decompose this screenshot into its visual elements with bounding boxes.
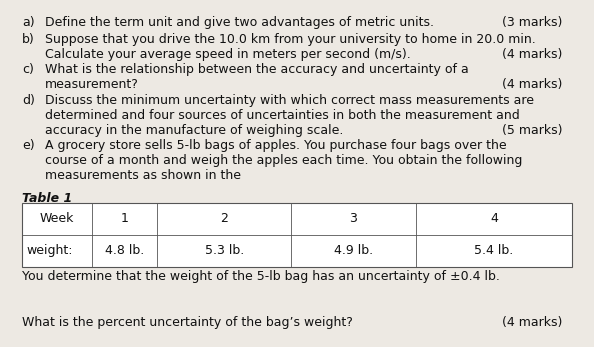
Text: 4.9 lb.: 4.9 lb. [334, 244, 373, 257]
Text: (5 marks): (5 marks) [502, 124, 563, 136]
Text: determined and four sources of uncertainties in both the measurement and: determined and four sources of uncertain… [45, 109, 519, 121]
Text: 4.8 lb.: 4.8 lb. [105, 244, 144, 257]
Text: What is the relationship between the accuracy and uncertainty of a: What is the relationship between the acc… [45, 63, 468, 76]
Text: What is the percent uncertainty of the bag’s weight?: What is the percent uncertainty of the b… [22, 316, 353, 329]
Text: 2: 2 [220, 212, 228, 226]
Bar [22, 203, 572, 267]
Text: b): b) [22, 33, 34, 46]
Text: Calculate your average speed in meters per second (m/s).: Calculate your average speed in meters p… [45, 48, 410, 61]
Text: You determine that the weight of the 5-lb bag has an uncertainty of ±0.4 lb.: You determine that the weight of the 5-l… [22, 270, 500, 283]
Text: course of a month and weigh the apples each time. You obtain the following: course of a month and weigh the apples e… [45, 154, 522, 167]
Text: measurement?: measurement? [45, 78, 138, 91]
Text: 4: 4 [490, 212, 498, 226]
Text: e): e) [22, 139, 34, 152]
Text: 1: 1 [121, 212, 129, 226]
Text: accuracy in the manufacture of weighing scale.: accuracy in the manufacture of weighing … [45, 124, 343, 136]
Text: Discuss the minimum uncertainty with which correct mass measurements are: Discuss the minimum uncertainty with whi… [45, 94, 533, 107]
Text: 5.3 lb.: 5.3 lb. [204, 244, 244, 257]
Text: Define the term unit and give two advantages of metric units.: Define the term unit and give two advant… [45, 16, 434, 28]
Text: (3 marks): (3 marks) [502, 16, 563, 28]
Text: c): c) [22, 63, 34, 76]
Text: 3: 3 [349, 212, 358, 226]
Text: (4 marks): (4 marks) [502, 316, 563, 329]
Text: measurements as shown in the: measurements as shown in the [45, 169, 245, 181]
Text: A grocery store sells 5-lb bags of apples. You purchase four bags over the: A grocery store sells 5-lb bags of apple… [45, 139, 506, 152]
Text: Week: Week [40, 212, 74, 226]
Text: weight:: weight: [27, 244, 73, 257]
Text: Table 1: Table 1 [22, 192, 72, 204]
Text: d): d) [22, 94, 35, 107]
Text: (4 marks): (4 marks) [502, 48, 563, 61]
Text: a): a) [22, 16, 34, 28]
Text: 5.4 lb.: 5.4 lb. [474, 244, 514, 257]
Text: Suppose that you drive the 10.0 km from your university to home in 20.0 min.: Suppose that you drive the 10.0 km from … [45, 33, 535, 46]
Text: (4 marks): (4 marks) [502, 78, 563, 91]
